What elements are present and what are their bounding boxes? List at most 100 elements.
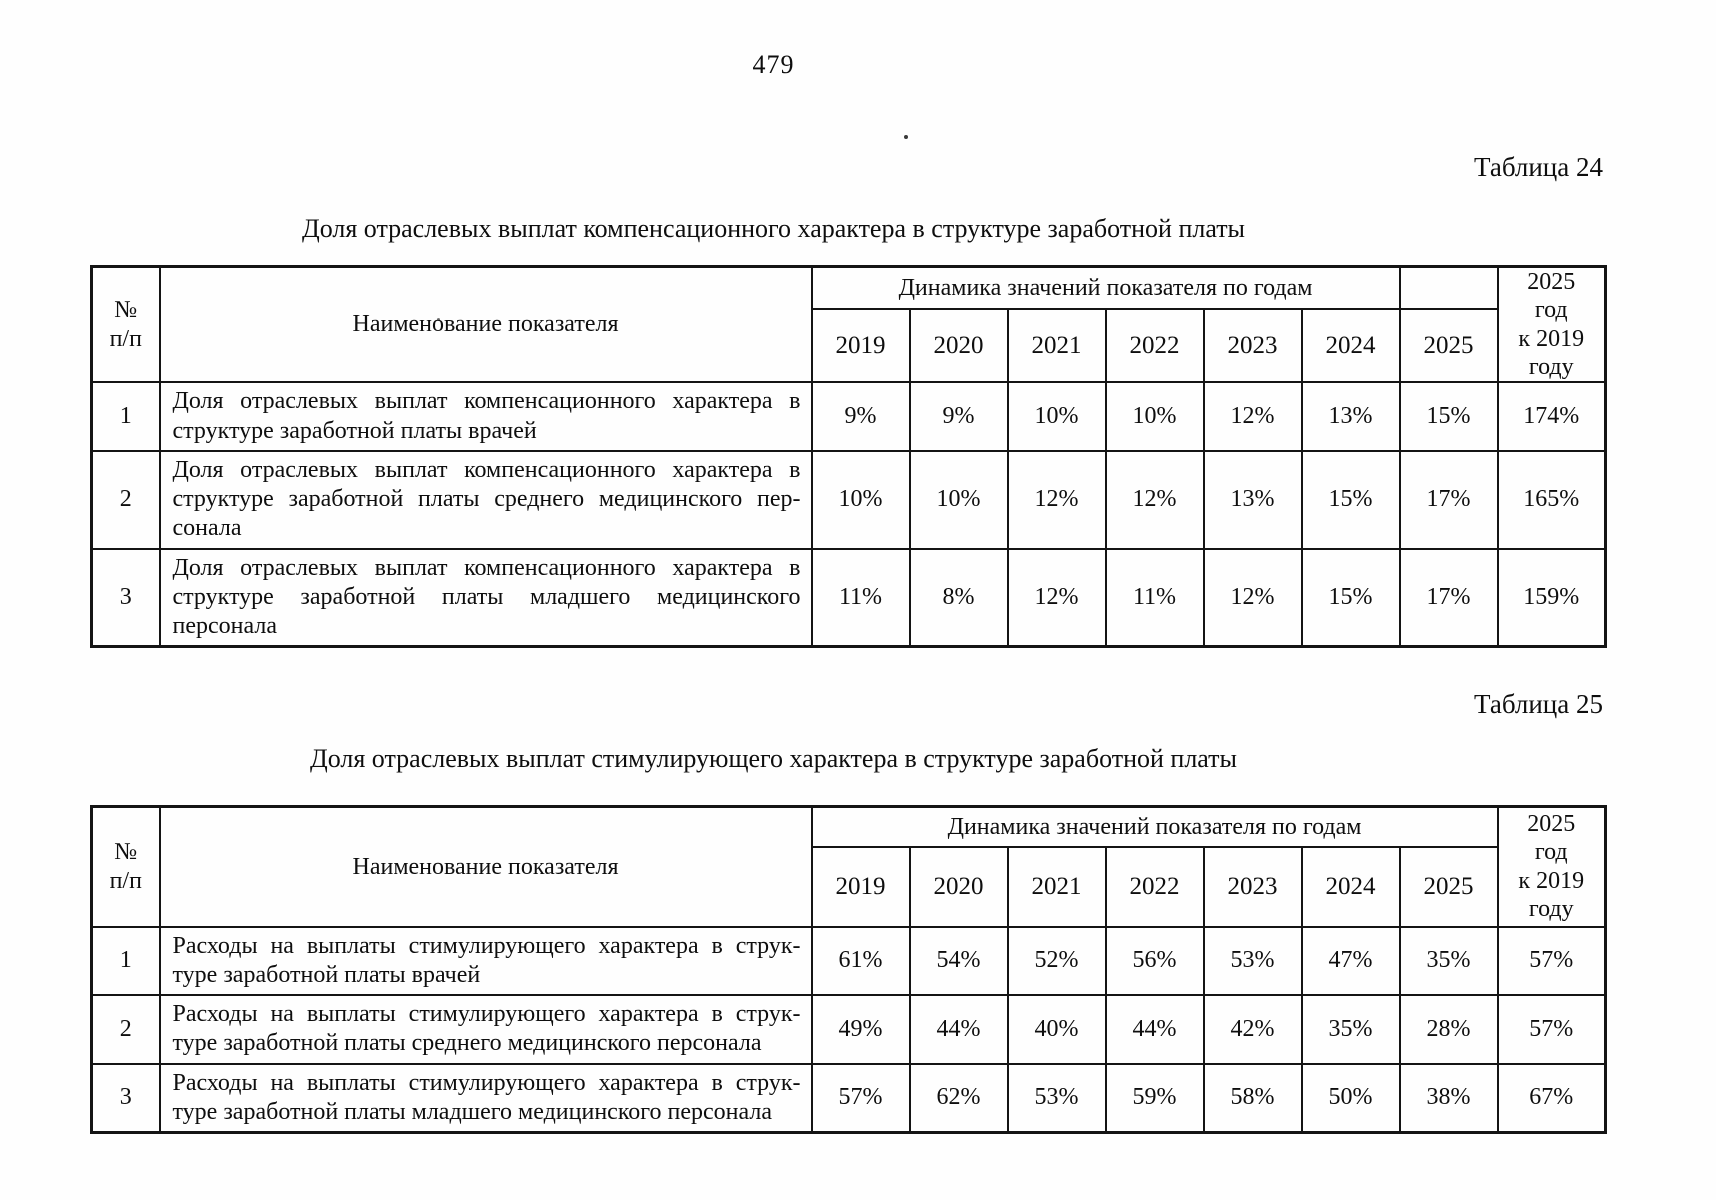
col-header-year: 2020	[908, 307, 1009, 384]
row-number-cell: 3	[90, 547, 161, 648]
value-cell: 17%	[1398, 547, 1499, 648]
value-cell: 42%	[1202, 994, 1303, 1065]
value-cell: 49%	[810, 994, 911, 1065]
value-cell: 159%	[1496, 547, 1607, 648]
value-cell: 9%	[908, 381, 1009, 452]
row-number-cell: 1	[90, 925, 161, 997]
value-cell: 35%	[1398, 925, 1499, 997]
row-number-cell: 1	[90, 381, 161, 452]
value-cell: 57%	[1496, 994, 1607, 1065]
col-header-num: № п/п	[90, 265, 161, 384]
indicator-name-cell: Доля отраслевых выплат компенсационного …	[158, 547, 813, 648]
value-cell: 15%	[1300, 449, 1401, 550]
table-years-row: 2019 2020 2021 2022 2023 2024 2025	[92, 307, 1606, 384]
value-cell: 53%	[1006, 1062, 1107, 1134]
col-header-year: 2022	[1104, 845, 1205, 928]
value-cell: 67%	[1496, 1062, 1607, 1134]
table-24: № п/п Наименование показателя Динамика з…	[90, 265, 1607, 649]
value-cell: 12%	[1104, 449, 1205, 550]
value-cell: 13%	[1202, 449, 1303, 550]
table-row: 1 Доля отраслевых выплат компенсационног…	[90, 381, 1607, 452]
table-24-title: Доля отраслевых выплат компенсационного …	[301, 214, 1246, 243]
col-header-year: 2019	[810, 845, 911, 928]
value-cell: 12%	[1202, 381, 1303, 452]
col-header-year: 2022	[1104, 307, 1205, 384]
scan-speck	[904, 135, 908, 139]
value-cell: 58%	[1202, 1062, 1303, 1134]
value-cell: 62%	[908, 1062, 1009, 1134]
value-cell: 15%	[1300, 547, 1401, 648]
table-row: 2 Расходы на выплаты стимулирующего хара…	[90, 994, 1607, 1065]
row-number-cell: 2	[90, 449, 161, 550]
table-25-title: Доля отраслевых выплат стимулирующего ха…	[309, 744, 1238, 773]
col-header-indicator: Наименование показателя	[158, 265, 813, 384]
row-number-cell: 2	[90, 994, 161, 1065]
col-header-year: 2024	[1300, 307, 1401, 384]
value-cell: 61%	[810, 925, 911, 997]
col-header-year: 2021	[1006, 845, 1107, 928]
value-cell: 174%	[1496, 381, 1607, 452]
col-header-year: 2019	[810, 307, 911, 384]
value-cell: 12%	[1202, 547, 1303, 648]
value-cell: 17%	[1398, 449, 1499, 550]
col-header-year: 2023	[1202, 845, 1303, 928]
value-cell: 38%	[1398, 1062, 1499, 1134]
value-cell: 50%	[1300, 1062, 1401, 1134]
table-25-label: Таблица 25	[1474, 689, 1603, 719]
value-cell: 44%	[908, 994, 1009, 1065]
table-25: № п/п Наименование показателя Динамика з…	[90, 805, 1607, 1135]
value-cell: 28%	[1398, 994, 1499, 1065]
value-cell: 56%	[1104, 925, 1205, 997]
value-cell: 12%	[1006, 547, 1107, 648]
value-cell: 12%	[1006, 449, 1107, 550]
table-row: 3 Доля отраслевых выплат компенсационног…	[90, 547, 1607, 648]
table-years-row: 2019 2020 2021 2022 2023 2024 2025	[92, 845, 1606, 928]
col-header-dynamics: Динамика значений показателя по годам	[810, 805, 1499, 848]
col-header-num: № п/п	[90, 805, 161, 928]
page-number: 479	[752, 50, 795, 79]
col-header-year: 2020	[908, 845, 1009, 928]
col-header-ratio: 2025 год к 2019 году	[1496, 805, 1607, 928]
col-header-year: 2025	[1398, 845, 1499, 928]
col-header-year: 2021	[1006, 307, 1107, 384]
value-cell: 165%	[1496, 449, 1607, 550]
col-header-dynamics: Динамика значений показателя по годам	[810, 265, 1401, 310]
value-cell: 10%	[1006, 381, 1107, 452]
value-cell: 57%	[1496, 925, 1607, 997]
value-cell: 47%	[1300, 925, 1401, 997]
value-cell: 57%	[810, 1062, 911, 1134]
table-row: 2 Доля отраслевых выплат компенсационног…	[90, 449, 1607, 550]
value-cell: 44%	[1104, 994, 1205, 1065]
indicator-name-cell: Расходы на выплаты стимулирующего характ…	[158, 925, 813, 997]
value-cell: 10%	[1104, 381, 1205, 452]
col-header-ratio: 2025 год к 2019 году	[1496, 265, 1607, 384]
table-row: 1 Расходы на выплаты стимулирующего хара…	[90, 925, 1607, 997]
value-cell: 53%	[1202, 925, 1303, 997]
col-header-year: 2023	[1202, 307, 1303, 384]
table-header-row: № п/п Наименование показателя Динамика з…	[90, 805, 1607, 928]
value-cell: 13%	[1300, 381, 1401, 452]
value-cell: 8%	[908, 547, 1009, 648]
col-header-indicator: Наименование показателя	[158, 805, 813, 928]
page-content: 479 Таблица 24 Доля отраслевых выплат ко…	[90, 0, 1607, 1200]
indicator-name-cell: Расходы на выплаты стимулирующего характ…	[158, 994, 813, 1065]
value-cell: 10%	[810, 449, 911, 550]
value-cell: 59%	[1104, 1062, 1205, 1134]
table-row: 3 Расходы на выплаты стимулирующего хара…	[90, 1062, 1607, 1134]
value-cell: 10%	[908, 449, 1009, 550]
table-header-row: № п/п Наименование показателя Динамика з…	[90, 265, 1607, 384]
empty-header-cell	[1398, 265, 1499, 310]
value-cell: 9%	[810, 381, 911, 452]
indicator-name-cell: Доля отраслевых выплат компенсационного …	[158, 449, 813, 550]
value-cell: 11%	[810, 547, 911, 648]
indicator-name-cell: Доля отраслевых выплат компенсационного …	[158, 381, 813, 452]
value-cell: 15%	[1398, 381, 1499, 452]
value-cell: 40%	[1006, 994, 1107, 1065]
row-number-cell: 3	[90, 1062, 161, 1134]
value-cell: 52%	[1006, 925, 1107, 997]
col-header-year: 2024	[1300, 845, 1401, 928]
value-cell: 35%	[1300, 994, 1401, 1065]
col-header-year: 2025	[1398, 307, 1499, 384]
value-cell: 11%	[1104, 547, 1205, 648]
